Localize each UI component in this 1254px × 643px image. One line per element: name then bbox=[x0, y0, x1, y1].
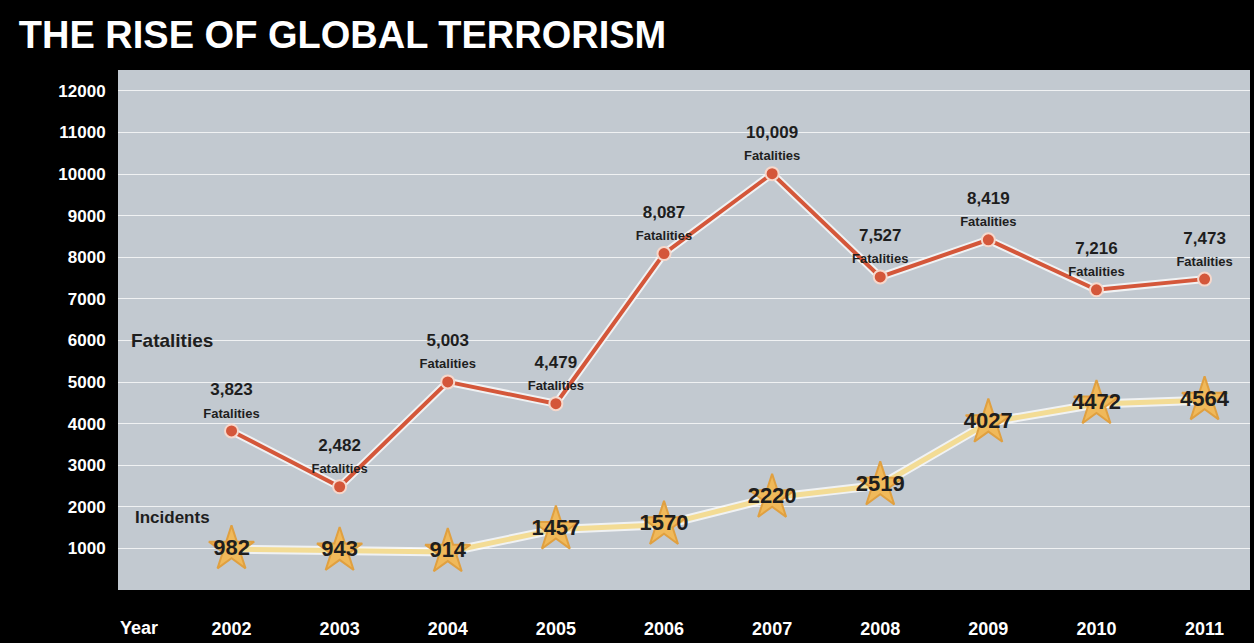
svg-text:4564: 4564 bbox=[1180, 386, 1230, 411]
svg-text:3,823Fatalities: 3,823Fatalities bbox=[203, 380, 259, 420]
svg-text:4472: 4472 bbox=[1072, 389, 1121, 414]
svg-text:6000: 6000 bbox=[68, 331, 106, 350]
svg-text:3000: 3000 bbox=[68, 456, 106, 475]
svg-text:11000: 11000 bbox=[59, 123, 105, 142]
svg-text:10000: 10000 bbox=[58, 165, 105, 184]
svg-text:Year: Year bbox=[120, 618, 158, 638]
svg-text:2220: 2220 bbox=[748, 483, 797, 508]
svg-text:2007: 2007 bbox=[752, 619, 792, 639]
svg-text:2519: 2519 bbox=[856, 471, 905, 496]
svg-text:5000: 5000 bbox=[68, 373, 106, 392]
svg-text:1457: 1457 bbox=[531, 515, 580, 540]
svg-text:2003: 2003 bbox=[320, 619, 360, 639]
svg-text:2011: 2011 bbox=[1185, 619, 1224, 639]
svg-text:4027: 4027 bbox=[964, 408, 1013, 433]
svg-text:2005: 2005 bbox=[536, 619, 576, 639]
svg-text:9000: 9000 bbox=[68, 207, 106, 226]
svg-text:12000: 12000 bbox=[58, 82, 105, 101]
svg-text:2008: 2008 bbox=[860, 619, 900, 639]
svg-text:4000: 4000 bbox=[68, 415, 106, 434]
svg-text:Incidents: Incidents bbox=[135, 508, 210, 527]
svg-text:7,527Fatalities: 7,527Fatalities bbox=[852, 226, 908, 266]
svg-text:943: 943 bbox=[321, 536, 358, 561]
svg-text:10,009Fatalities: 10,009Fatalities bbox=[744, 123, 800, 163]
svg-text:4,479Fatalities: 4,479Fatalities bbox=[528, 353, 584, 393]
svg-text:8,087Fatalities: 8,087Fatalities bbox=[636, 203, 692, 243]
svg-text:THE RISE OF GLOBAL TERRORISM: THE RISE OF GLOBAL TERRORISM bbox=[19, 14, 666, 56]
svg-text:8000: 8000 bbox=[68, 248, 106, 267]
svg-text:7,473Fatalities: 7,473Fatalities bbox=[1176, 229, 1232, 269]
svg-text:2,482Fatalities: 2,482Fatalities bbox=[311, 436, 367, 476]
svg-text:7000: 7000 bbox=[68, 290, 106, 309]
svg-text:2009: 2009 bbox=[968, 619, 1008, 639]
svg-text:2002: 2002 bbox=[211, 619, 251, 639]
svg-text:7,216Fatalities: 7,216Fatalities bbox=[1068, 239, 1124, 279]
svg-text:982: 982 bbox=[213, 535, 250, 560]
svg-text:2004: 2004 bbox=[428, 619, 468, 639]
svg-text:2000: 2000 bbox=[68, 498, 106, 517]
svg-text:1000: 1000 bbox=[68, 539, 106, 558]
svg-text:8,419Fatalities: 8,419Fatalities bbox=[960, 189, 1016, 229]
svg-text:5,003Fatalities: 5,003Fatalities bbox=[420, 331, 476, 371]
svg-text:1570: 1570 bbox=[640, 510, 689, 535]
svg-text:Fatalities: Fatalities bbox=[131, 330, 213, 351]
svg-text:2010: 2010 bbox=[1076, 619, 1116, 639]
svg-text:914: 914 bbox=[429, 537, 466, 562]
svg-text:2006: 2006 bbox=[644, 619, 684, 639]
